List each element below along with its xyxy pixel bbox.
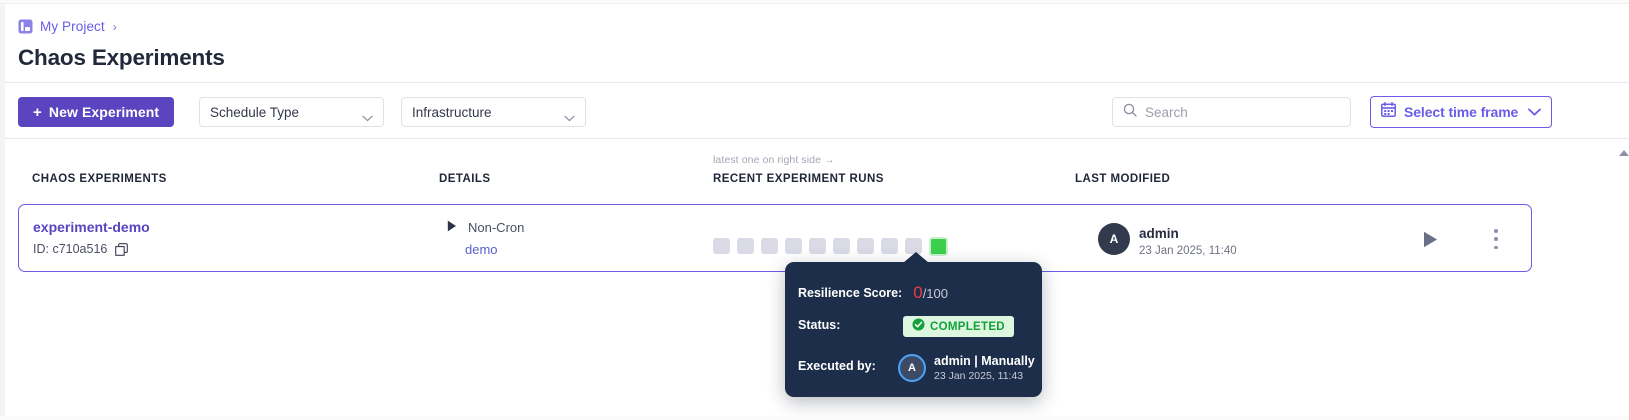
calendar-icon [1381,102,1396,122]
experiment-name-link[interactable]: experiment-demo [33,219,150,235]
executed-by-name: admin | Manually [934,354,1035,368]
run-details-tooltip: Resilience Score: 0/100 Status: COMPLETE… [785,262,1042,397]
run-play-icon[interactable] [1423,231,1438,253]
status-badge: COMPLETED [903,316,1014,337]
search-icon [1123,103,1137,122]
toolbar: + New Experiment Schedule Type Infrastru… [5,84,1629,139]
schedule-type-value: Schedule Type [210,104,300,120]
more-vertical-icon[interactable] [1487,229,1505,249]
tooltip-arrow [903,252,929,263]
search-input[interactable] [1145,104,1335,120]
experiment-id: ID: c710a516 [33,242,129,256]
select-time-frame-label: Select time frame [1404,104,1519,120]
avatar: A [1098,223,1130,255]
infrastructure-tag-link[interactable]: demo [465,242,498,257]
select-time-frame-button[interactable]: Select time frame [1370,96,1552,128]
new-experiment-label: New Experiment [48,104,160,120]
bottom-strip [0,416,1629,420]
chevron-down-icon [1528,103,1541,121]
infrastructure-value: Infrastructure [412,104,492,120]
recent-runs-hint: latest one on right side → [713,154,835,166]
menu-dot [1494,245,1498,249]
run-bar[interactable] [785,238,802,254]
check-circle-icon [912,318,925,336]
details-cell: Non-Cron demo [437,205,617,273]
resilience-score-value: 0 [913,283,923,302]
run-bar[interactable] [809,238,826,254]
page-header: My Project › Chaos Experiments [5,4,1629,83]
schedule-type-value: Non-Cron [447,220,524,235]
resilience-score-max: /100 [922,286,948,301]
breadcrumb-link-my-project[interactable]: My Project [40,19,105,34]
tooltip-executed-by-row: Executed by: [798,359,876,373]
project-icon [18,19,33,34]
new-experiment-button[interactable]: + New Experiment [18,97,175,127]
last-modified-at: 23 Jan 2025, 11:40 [1139,245,1237,257]
chevron-down-icon [362,109,373,127]
tooltip-resilience-row: Resilience Score: 0/100 [798,283,948,303]
chevron-down-icon [564,109,575,127]
column-header-chaos-experiments: CHAOS EXPERIMENTS [32,173,167,185]
executed-at: 23 Jan 2025, 11:43 [934,370,1024,382]
run-bar[interactable] [761,238,778,254]
recent-runs-strip [713,235,948,256]
run-bar[interactable] [881,238,898,254]
column-header-recent-experiment-runs: RECENT EXPERIMENT RUNS [713,173,884,185]
executed-by-label: Executed by: [798,359,876,373]
status-label: Status: [798,318,841,332]
table-header: latest one on right side → CHAOS EXPERIM… [5,140,1629,196]
tooltip-status-row: Status: [798,318,840,332]
page-title: Chaos Experiments [18,45,225,70]
left-rail [0,4,5,420]
copy-icon[interactable] [115,242,129,256]
resilience-score-label: Resilience Score: [798,286,903,300]
experiment-id-label: ID: c710a516 [33,242,108,256]
column-header-last-modified: LAST MODIFIED [1075,173,1171,185]
executed-by-avatar: A [898,354,926,382]
last-modified-by: admin [1139,226,1179,241]
run-bar[interactable] [905,238,922,254]
plus-icon: + [33,103,42,121]
infrastructure-select[interactable]: Infrastructure [401,97,586,127]
schedule-type-text: Non-Cron [468,220,525,235]
run-bar[interactable] [737,238,754,254]
schedule-type-select[interactable]: Schedule Type [199,97,384,127]
menu-dot [1494,229,1498,233]
table-row[interactable]: experiment-demo ID: c710a516 Non-Cron de… [18,204,1532,272]
run-bar[interactable] [857,238,874,254]
breadcrumb[interactable]: My Project › [18,19,117,34]
scroll-up-arrow-icon[interactable] [1619,150,1629,156]
run-bar[interactable] [713,238,730,254]
last-modified-cell: A admin 23 Jan 2025, 11:40 [1082,205,1332,273]
search-box[interactable] [1112,97,1351,127]
window-top-strip [0,0,1629,4]
menu-dot [1494,237,1498,241]
run-bar-latest[interactable] [929,237,948,256]
status-badge-text: COMPLETED [930,320,1005,333]
run-bar[interactable] [833,238,850,254]
play-triangle-icon [447,220,457,235]
column-header-details: DETAILS [439,173,491,185]
breadcrumb-separator: › [112,19,117,34]
